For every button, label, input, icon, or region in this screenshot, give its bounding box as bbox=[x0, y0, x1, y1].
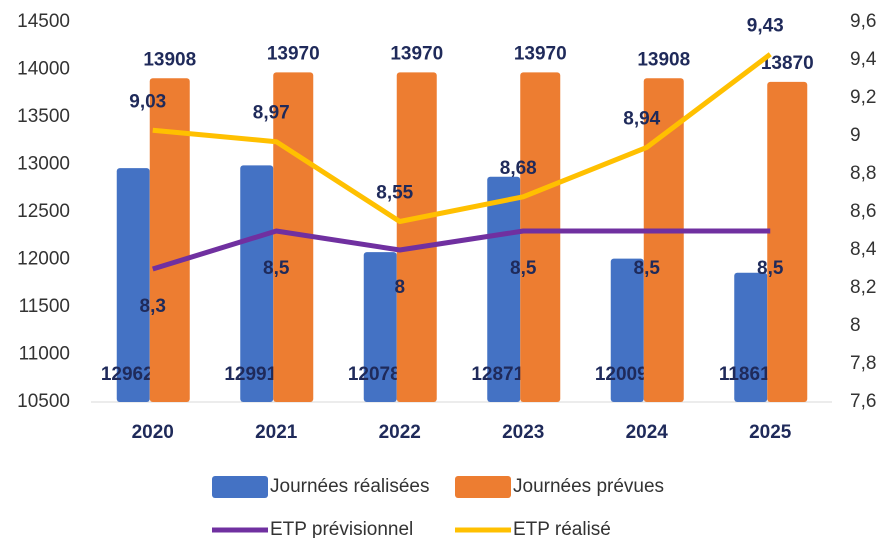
bar bbox=[643, 78, 684, 403]
legend-label: Journées prévues bbox=[513, 476, 664, 497]
bar bbox=[116, 168, 150, 402]
data-label: 13908 bbox=[143, 49, 196, 70]
data-label: 13970 bbox=[267, 43, 320, 64]
data-label: 8,5 bbox=[634, 258, 661, 279]
data-label: 8,5 bbox=[510, 258, 537, 279]
bar bbox=[149, 78, 190, 403]
data-label: 8,5 bbox=[263, 258, 290, 279]
bar bbox=[767, 81, 808, 402]
bar bbox=[520, 72, 561, 402]
bar bbox=[734, 272, 768, 402]
data-label: 13970 bbox=[390, 43, 443, 64]
y2-tick-label: 8,2 bbox=[850, 277, 876, 298]
y-tick-label: 14000 bbox=[17, 59, 70, 80]
x-tick-label: 2023 bbox=[502, 422, 544, 443]
data-label: 13908 bbox=[637, 49, 690, 70]
y2-tick-label: 8,6 bbox=[850, 201, 876, 222]
y2-tick-label: 7,6 bbox=[850, 391, 876, 412]
data-label: 9,43 bbox=[747, 15, 784, 36]
y2-tick-label: 7,8 bbox=[850, 353, 876, 374]
legend-label: ETP réalisé bbox=[513, 519, 611, 538]
data-label: 12871 bbox=[471, 364, 524, 385]
legend-label: ETP prévisionnel bbox=[270, 519, 413, 538]
data-label: 8,94 bbox=[623, 108, 660, 129]
data-label: 8,68 bbox=[500, 158, 537, 179]
data-label: 13970 bbox=[514, 43, 567, 64]
x-tick-label: 2022 bbox=[379, 422, 421, 443]
line bbox=[152, 228, 771, 272]
y-tick-label: 10500 bbox=[17, 391, 70, 412]
data-label: 8,55 bbox=[376, 183, 413, 204]
y2-tick-label: 8,8 bbox=[850, 163, 876, 184]
data-label: 9,03 bbox=[129, 91, 166, 112]
data-label: 8 bbox=[394, 277, 405, 298]
x-tick-label: 2024 bbox=[626, 422, 669, 443]
line bbox=[152, 52, 772, 224]
x-tick-label: 2025 bbox=[749, 422, 792, 443]
bar bbox=[240, 165, 274, 402]
y-tick-label: 12000 bbox=[17, 249, 70, 270]
data-label: 11861 bbox=[719, 364, 771, 385]
y-tick-label: 11000 bbox=[19, 344, 70, 365]
data-label: 8,97 bbox=[253, 103, 290, 124]
y2-tick-label: 9 bbox=[850, 125, 861, 146]
data-label: 8,5 bbox=[757, 258, 784, 279]
y-tick-label: 13500 bbox=[17, 106, 70, 127]
legend-swatch bbox=[212, 476, 268, 498]
data-label: 12991 bbox=[224, 364, 277, 385]
bar bbox=[396, 72, 437, 402]
y2-tick-label: 8,4 bbox=[850, 239, 877, 260]
data-label: 12009 bbox=[595, 364, 648, 385]
y-tick-label: 11500 bbox=[19, 296, 70, 317]
data-label: 8,3 bbox=[140, 296, 166, 317]
x-tick-label: 2021 bbox=[255, 422, 298, 443]
legend-swatch bbox=[455, 476, 511, 498]
bar bbox=[610, 258, 644, 402]
y2-tick-label: 9,4 bbox=[850, 49, 877, 70]
x-tick-label: 2020 bbox=[132, 422, 174, 443]
data-label: 12962 bbox=[101, 364, 154, 385]
legend-label: Journées réalisées bbox=[270, 476, 429, 497]
y2-tick-label: 9,6 bbox=[850, 11, 876, 32]
data-label: 13870 bbox=[761, 53, 814, 74]
y2-tick-label: 9,2 bbox=[850, 87, 876, 108]
bar bbox=[273, 72, 314, 402]
y-tick-label: 13000 bbox=[17, 154, 70, 175]
data-label: 12078 bbox=[348, 364, 401, 385]
y-tick-label: 14500 bbox=[17, 11, 70, 32]
bar bbox=[363, 252, 397, 402]
y-tick-label: 12500 bbox=[17, 201, 70, 222]
y2-tick-label: 8 bbox=[850, 315, 861, 336]
